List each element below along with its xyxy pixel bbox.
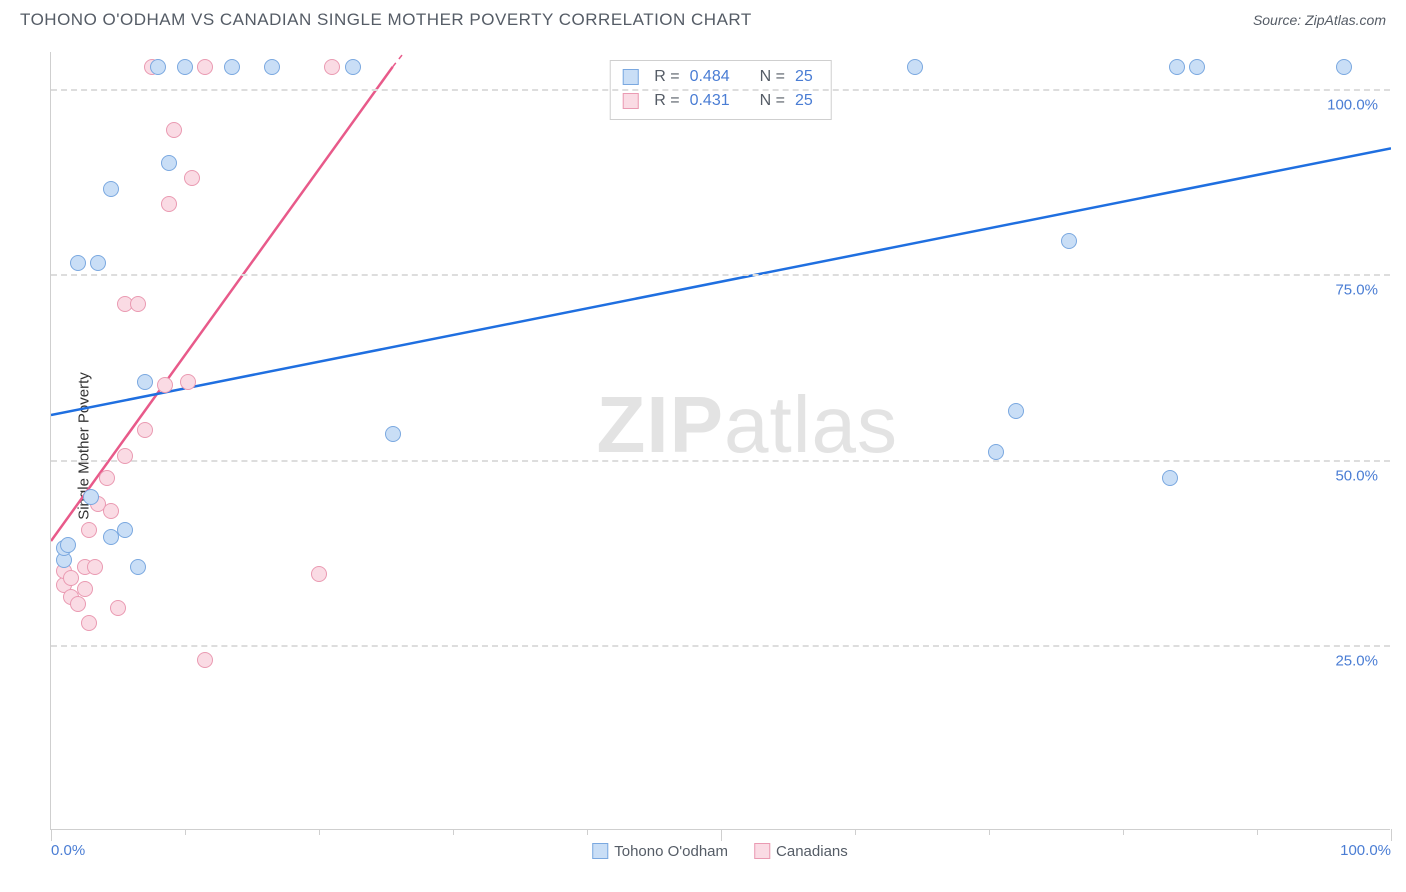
point-canadians xyxy=(157,377,173,393)
point-canadians xyxy=(166,122,182,138)
point-tohono xyxy=(83,489,99,505)
bottom-legend: Tohono O'odham Canadians xyxy=(592,843,848,860)
gridline xyxy=(51,274,1390,276)
point-tohono xyxy=(1336,59,1352,75)
x-tick-minor xyxy=(989,829,990,835)
point-tohono xyxy=(988,444,1004,460)
y-tick-label: 75.0% xyxy=(1335,282,1378,299)
point-canadians xyxy=(184,170,200,186)
point-tohono xyxy=(264,59,280,75)
point-tohono xyxy=(345,59,361,75)
point-canadians xyxy=(324,59,340,75)
x-tick-label-left: 0.0% xyxy=(51,842,85,859)
plot: ZIPatlas R = 0.484 N = 25 R = 0.431 N = … xyxy=(50,52,1390,830)
point-canadians xyxy=(110,600,126,616)
x-tick-minor xyxy=(185,829,186,835)
y-tick-label: 25.0% xyxy=(1335,652,1378,669)
chart-header: TOHONO O'ODHAM VS CANADIAN SINGLE MOTHER… xyxy=(0,0,1406,36)
x-tick-minor xyxy=(319,829,320,835)
point-tohono xyxy=(1169,59,1185,75)
chart-title: TOHONO O'ODHAM VS CANADIAN SINGLE MOTHER… xyxy=(20,10,752,30)
point-tohono xyxy=(224,59,240,75)
swatch-b-icon xyxy=(754,843,770,859)
point-tohono xyxy=(103,181,119,197)
point-tohono xyxy=(70,255,86,271)
point-tohono xyxy=(117,522,133,538)
point-tohono xyxy=(1162,470,1178,486)
point-tohono xyxy=(90,255,106,271)
point-tohono xyxy=(161,155,177,171)
point-tohono xyxy=(1189,59,1205,75)
point-canadians xyxy=(180,374,196,390)
x-tick-major xyxy=(721,829,722,841)
point-canadians xyxy=(161,196,177,212)
gridline xyxy=(51,460,1390,462)
x-tick-minor xyxy=(1123,829,1124,835)
point-canadians xyxy=(63,570,79,586)
stats-row-b: R = 0.431 N = 25 xyxy=(622,89,813,113)
point-tohono xyxy=(1008,403,1024,419)
point-tohono xyxy=(137,374,153,390)
x-tick-minor xyxy=(1257,829,1258,835)
point-canadians xyxy=(117,448,133,464)
swatch-b-icon xyxy=(622,93,638,109)
x-tick-minor xyxy=(453,829,454,835)
point-tohono xyxy=(1061,233,1077,249)
point-canadians xyxy=(70,596,86,612)
point-tohono xyxy=(60,537,76,553)
point-canadians xyxy=(81,615,97,631)
point-canadians xyxy=(77,581,93,597)
watermark: ZIPatlas xyxy=(597,379,898,471)
point-tohono xyxy=(907,59,923,75)
x-tick-label-right: 100.0% xyxy=(1340,842,1391,859)
point-canadians xyxy=(81,522,97,538)
swatch-a-icon xyxy=(622,69,638,85)
gridline xyxy=(51,645,1390,647)
x-tick-major xyxy=(51,829,52,841)
y-tick-label: 100.0% xyxy=(1327,97,1378,114)
point-canadians xyxy=(99,470,115,486)
point-tohono xyxy=(150,59,166,75)
point-canadians xyxy=(103,503,119,519)
point-tohono xyxy=(130,559,146,575)
chart-source: Source: ZipAtlas.com xyxy=(1253,12,1386,28)
y-tick-label: 50.0% xyxy=(1335,467,1378,484)
legend-item-a: Tohono O'odham xyxy=(592,843,728,860)
point-tohono xyxy=(177,59,193,75)
swatch-a-icon xyxy=(592,843,608,859)
plot-area: ZIPatlas R = 0.484 N = 25 R = 0.431 N = … xyxy=(50,52,1390,830)
point-canadians xyxy=(197,652,213,668)
gridline xyxy=(51,89,1390,91)
legend-item-b: Canadians xyxy=(754,843,848,860)
point-canadians xyxy=(130,296,146,312)
x-tick-minor xyxy=(587,829,588,835)
x-tick-minor xyxy=(855,829,856,835)
point-canadians xyxy=(87,559,103,575)
stats-row-a: R = 0.484 N = 25 xyxy=(622,65,813,89)
trend-lines xyxy=(51,52,1391,830)
point-canadians xyxy=(197,59,213,75)
point-canadians xyxy=(137,422,153,438)
point-canadians xyxy=(311,566,327,582)
point-tohono xyxy=(385,426,401,442)
x-tick-major xyxy=(1391,829,1392,841)
